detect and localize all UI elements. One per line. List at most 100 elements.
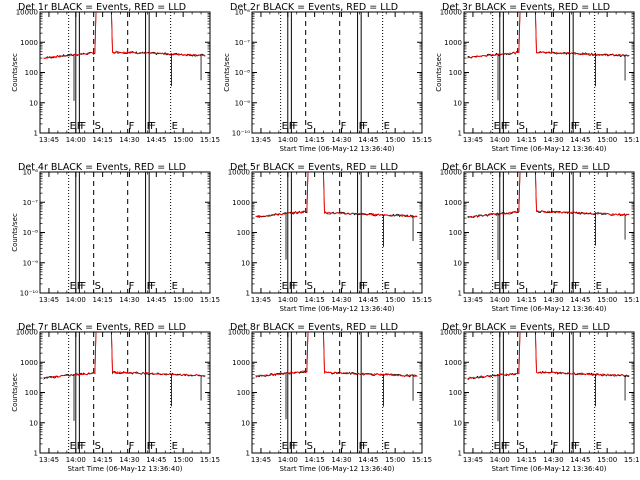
event-marker-label: F	[553, 441, 559, 452]
x-axis-label: Start Time (06-May-12 13:36:40)	[279, 305, 394, 313]
series-lld-line	[255, 172, 418, 218]
y-tick-label: 10000	[228, 329, 250, 337]
event-marker-label: E	[172, 441, 178, 452]
series-lld-line	[467, 332, 630, 380]
y-tick-label: 100	[25, 69, 38, 77]
y-tick-label: 10000	[16, 329, 38, 337]
y-tick-label: 100	[237, 389, 250, 397]
plot-area: EFFSFFFE	[43, 12, 206, 133]
x-tick-label: 15:15	[412, 296, 432, 304]
event-marker-label: E	[70, 121, 76, 132]
y-tick-label: 10⁻⁸	[23, 229, 39, 237]
detector-panel-2: Det 2r BLACK = Events, RED = LLDEFFSFFFE…	[223, 2, 432, 153]
y-tick-label: 10⁻⁸	[235, 69, 251, 77]
x-tick-label: 14:15	[93, 136, 113, 144]
x-tick-label: 13:45	[463, 296, 483, 304]
y-axis-label: Counts/sec	[11, 53, 19, 92]
x-tick-label: 14:45	[570, 296, 590, 304]
x-tick-label: 15:00	[597, 296, 617, 304]
plot-frame	[463, 331, 635, 454]
event-marker-label: E	[282, 281, 288, 292]
x-tick-label: 15:15	[412, 136, 432, 144]
plot-frame	[39, 171, 211, 294]
x-tick-label: 14:00	[490, 136, 510, 144]
panel-title: Det 1r BLACK = Events, RED = LLD	[18, 2, 186, 13]
event-marker-label: F	[504, 281, 510, 292]
series-lld-line	[43, 332, 206, 379]
y-axis-label: Counts/sec	[11, 213, 19, 252]
y-tick-label: 10⁻⁷	[23, 199, 39, 207]
x-axis-label: Start Time (06-May-12 13:36:40)	[279, 465, 394, 473]
plot-area: EFFSFFFE	[467, 172, 630, 293]
y-tick-label: 10⁻⁹	[235, 99, 251, 107]
event-marker-label: E	[494, 281, 500, 292]
y-tick-label: 10	[241, 259, 250, 267]
detector-panel-5: Det 5r BLACK = Events, RED = LLDEFFSFFFE…	[228, 162, 432, 313]
plot-area: EFFSFFFE	[255, 172, 418, 293]
x-tick-label: 15:15	[200, 456, 220, 464]
series-lld-line	[467, 172, 630, 219]
y-tick-label: 10000	[440, 329, 462, 337]
y-tick-label: 10⁻¹⁰	[20, 290, 38, 298]
y-tick-label: 1	[34, 130, 38, 138]
y-tick-label: 10	[453, 419, 462, 427]
x-tick-label: 14:15	[517, 136, 537, 144]
x-tick-label: 14:30	[543, 136, 563, 144]
x-tick-label: 14:30	[331, 456, 351, 464]
event-marker-label: F	[292, 441, 298, 452]
x-tick-label: 14:30	[331, 136, 351, 144]
y-tick-label: 1000	[232, 359, 250, 367]
x-tick-label: 13:45	[39, 296, 59, 304]
y-tick-label: 100	[237, 229, 250, 237]
x-tick-label: 14:45	[146, 456, 166, 464]
event-marker-label: F	[504, 441, 510, 452]
y-tick-label: 1000	[444, 39, 462, 47]
plot-frame	[251, 11, 423, 134]
event-marker-label: E	[70, 441, 76, 452]
detector-panel-1: Det 1r BLACK = Events, RED = LLDEFFSFFFE…	[11, 2, 220, 144]
x-tick-label: 14:30	[119, 456, 139, 464]
x-tick-label: 15:00	[597, 136, 617, 144]
event-marker-label: E	[596, 441, 602, 452]
panel-title: Det 9r BLACK = Events, RED = LLD	[442, 322, 610, 333]
x-tick-label: 14:00	[278, 136, 298, 144]
y-tick-label: 1	[246, 450, 250, 458]
plot-frame	[463, 171, 635, 294]
detector-panel-4: Det 4r BLACK = Events, RED = LLDEFFSFFFE…	[11, 162, 220, 304]
detector-panel-6: Det 6r BLACK = Events, RED = LLDEFFSFFFE…	[440, 162, 640, 313]
event-marker-label: F	[341, 441, 347, 452]
x-tick-label: 15:00	[385, 136, 405, 144]
x-axis-label: Start Time (06-May-12 13:36:40)	[491, 145, 606, 153]
x-tick-label: 14:45	[570, 456, 590, 464]
y-tick-label: 10	[241, 419, 250, 427]
series-events-line	[43, 12, 206, 59]
event-marker-label: E	[172, 121, 178, 132]
y-tick-label: 10⁻⁶	[235, 9, 251, 17]
x-tick-label: 14:30	[543, 296, 563, 304]
x-tick-label: 14:45	[570, 136, 590, 144]
event-marker-label: F	[129, 121, 135, 132]
x-tick-label: 14:00	[66, 136, 86, 144]
event-marker-label: E	[596, 121, 602, 132]
panel-title: Det 3r BLACK = Events, RED = LLD	[442, 2, 610, 13]
x-axis-label: Start Time (06-May-12 13:36:40)	[279, 145, 394, 153]
x-tick-label: 13:45	[251, 136, 271, 144]
y-tick-label: 10	[453, 99, 462, 107]
x-tick-label: 15:15	[624, 296, 640, 304]
event-marker-label: F	[80, 281, 86, 292]
event-marker-label: S	[307, 121, 313, 132]
event-marker-label: F	[129, 441, 135, 452]
event-marker-label: F	[362, 281, 368, 292]
event-marker-label: F	[574, 121, 580, 132]
y-tick-label: 10000	[440, 9, 462, 17]
x-tick-label: 14:30	[119, 296, 139, 304]
x-tick-label: 14:15	[93, 456, 113, 464]
y-tick-label: 1	[458, 130, 462, 138]
y-tick-label: 1000	[20, 359, 38, 367]
x-tick-label: 14:15	[305, 296, 325, 304]
plot-frame	[251, 331, 423, 454]
y-tick-label: 1000	[232, 199, 250, 207]
event-marker-label: E	[70, 281, 76, 292]
